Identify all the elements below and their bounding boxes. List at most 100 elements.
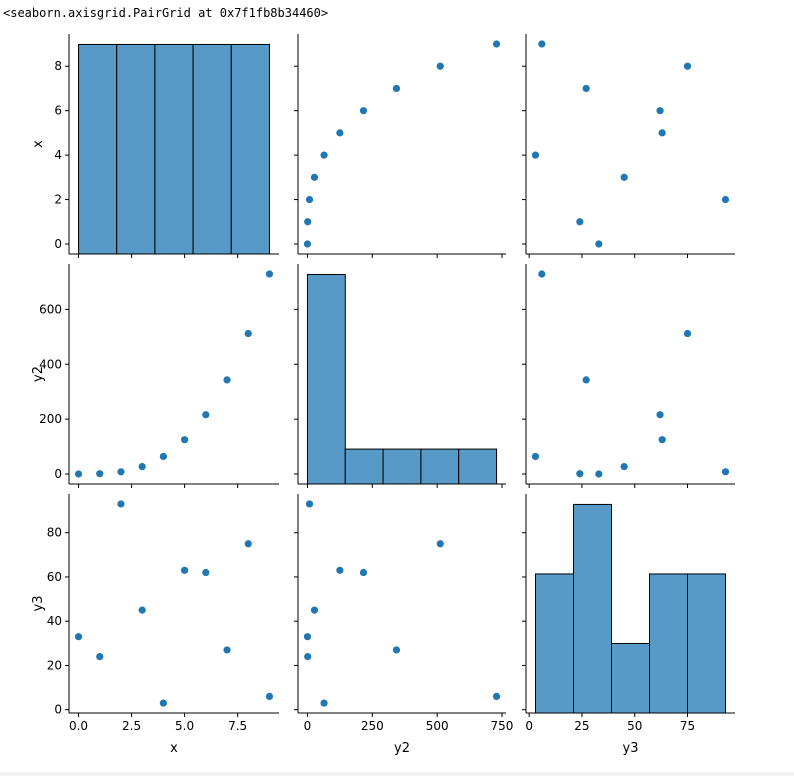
scatter-point-y2-vs-y3-9 bbox=[538, 270, 546, 278]
scatter-point-y3-vs-x-6 bbox=[202, 568, 210, 577]
scatter-point-x-vs-y2-4 bbox=[320, 151, 328, 159]
scatter-point-y2-vs-x-6 bbox=[202, 411, 210, 419]
scatter-point-y2-vs-y3-0 bbox=[595, 470, 603, 478]
scatter-point-y2-vs-x-8 bbox=[244, 329, 252, 338]
hist-bar-y2-3 bbox=[420, 448, 460, 485]
scatter-point-y3-vs-y2-7 bbox=[392, 646, 401, 654]
scatter-point-x-vs-y2-3 bbox=[310, 173, 319, 181]
y-tick-label-y3-3: 60 bbox=[47, 570, 62, 584]
scatter-point-y3-vs-y2-8 bbox=[436, 540, 444, 548]
scatter-point-y3-vs-y2-2 bbox=[305, 500, 314, 508]
y-axis-label-y2: y2 bbox=[31, 366, 46, 382]
scatter-point-x-vs-y3-6 bbox=[656, 107, 664, 115]
scatter-point-y2-vs-x-1 bbox=[96, 470, 104, 478]
scatter-point-y2-vs-y3-4 bbox=[531, 452, 540, 461]
y-tick-label-y2-2: 400 bbox=[39, 357, 62, 371]
scatter-point-x-vs-y3-7 bbox=[582, 84, 590, 93]
scatter-point-y3-vs-x-5 bbox=[181, 566, 189, 574]
x-tick-label-y2-1: 250 bbox=[361, 719, 384, 733]
y-axis-label-y3: y3 bbox=[31, 596, 46, 612]
scatter-point-x-vs-y2-5 bbox=[336, 129, 344, 137]
scatter-point-y3-vs-x-0 bbox=[74, 633, 83, 641]
scatter-point-x-vs-y3-8 bbox=[683, 62, 692, 70]
x-tick-label-y2-2: 500 bbox=[426, 719, 449, 733]
cell-output-text: <seaborn.axisgrid.PairGrid at 0x7f1fb8b3… bbox=[3, 6, 329, 20]
scatter-point-y3-vs-y2-3 bbox=[310, 606, 319, 614]
y-tick-label-x-1: 2 bbox=[54, 193, 62, 207]
scatter-point-y3-vs-y2-0 bbox=[303, 633, 312, 641]
y-tick-label-y3-0: 0 bbox=[54, 703, 62, 717]
scatter-point-y3-vs-x-3 bbox=[138, 606, 146, 614]
scatter-point-x-vs-y2-1 bbox=[304, 218, 312, 226]
hist-bar-y2-0 bbox=[306, 273, 346, 485]
scatter-point-x-vs-y3-3 bbox=[620, 173, 628, 181]
hist-bar-x-1 bbox=[116, 43, 156, 255]
hist-bar-y3-2 bbox=[611, 642, 650, 714]
scatter-point-y2-vs-x-4 bbox=[159, 452, 167, 461]
y-axis-label-x: x bbox=[31, 140, 46, 148]
scatter-point-y2-vs-y3-7 bbox=[582, 376, 590, 384]
scatter-point-y2-vs-x-0 bbox=[74, 470, 83, 478]
y-tick-label-y3-1: 20 bbox=[47, 658, 62, 672]
scatter-point-x-vs-y2-2 bbox=[305, 195, 314, 204]
scatter-point-y3-vs-y2-4 bbox=[320, 699, 328, 707]
hist-bar-y3-3 bbox=[649, 573, 688, 714]
y-tick-label-y2-3: 600 bbox=[39, 302, 62, 316]
x-tick-label-y3-1: 25 bbox=[574, 719, 589, 733]
scatter-point-x-vs-y3-1 bbox=[576, 218, 584, 226]
scatter-point-y2-vs-y3-2 bbox=[721, 468, 730, 476]
x-axis-label-y2: y2 bbox=[394, 741, 410, 756]
x-tick-label-y2-3: 750 bbox=[491, 719, 514, 733]
y-tick-label-x-0: 0 bbox=[54, 237, 62, 251]
x-tick-label-x-1: 2.5 bbox=[122, 719, 141, 733]
hist-bar-y2-1 bbox=[344, 448, 384, 485]
hist-bar-y2-2 bbox=[382, 448, 422, 485]
x-tick-label-x-3: 7.5 bbox=[228, 719, 247, 733]
scatter-point-x-vs-y3-2 bbox=[721, 195, 730, 204]
scatter-point-x-vs-y3-0 bbox=[595, 240, 603, 248]
scatter-point-x-vs-y2-0 bbox=[303, 240, 312, 248]
scatter-point-y3-vs-x-9 bbox=[265, 692, 274, 701]
scatter-point-y3-vs-y2-6 bbox=[359, 568, 368, 577]
scatter-point-x-vs-y3-5 bbox=[658, 129, 666, 137]
scatter-point-y3-vs-y2-1 bbox=[304, 652, 312, 661]
scatter-point-y3-vs-y2-9 bbox=[492, 692, 501, 701]
x-tick-label-y3-0: 0 bbox=[525, 719, 533, 733]
y-tick-label-y3-4: 80 bbox=[47, 526, 62, 540]
scatter-point-y2-vs-y3-1 bbox=[576, 470, 584, 478]
scatter-point-y2-vs-x-7 bbox=[223, 376, 231, 384]
bottom-scroll-edge bbox=[0, 772, 794, 776]
y-tick-label-x-2: 4 bbox=[54, 148, 62, 162]
scatter-point-x-vs-y2-9 bbox=[492, 40, 501, 48]
x-tick-label-y2-0: 0 bbox=[304, 719, 312, 733]
hist-bar-x-4 bbox=[230, 43, 270, 255]
hist-bar-y3-1 bbox=[573, 503, 612, 714]
scatter-point-y3-vs-x-4 bbox=[159, 699, 167, 707]
hist-bar-y3-0 bbox=[535, 573, 574, 714]
scatter-point-y2-vs-y3-5 bbox=[658, 436, 666, 444]
hist-bar-y2-4 bbox=[458, 448, 498, 485]
x-tick-label-x-2: 5.0 bbox=[175, 719, 194, 733]
x-tick-label-y3-2: 50 bbox=[627, 719, 642, 733]
scatter-point-y3-vs-x-8 bbox=[244, 540, 252, 548]
scatter-point-y3-vs-x-1 bbox=[96, 652, 104, 661]
y-tick-label-x-3: 6 bbox=[54, 104, 62, 118]
scatter-point-y2-vs-x-3 bbox=[138, 462, 146, 471]
y-tick-label-x-4: 8 bbox=[54, 59, 62, 73]
x-tick-label-x-0: 0.0 bbox=[69, 719, 88, 733]
scatter-point-y2-vs-x-5 bbox=[181, 436, 189, 444]
scatter-point-y2-vs-x-9 bbox=[265, 270, 274, 278]
x-axis-label-y3: y3 bbox=[623, 741, 639, 756]
scatter-point-y2-vs-y3-8 bbox=[683, 329, 692, 338]
scatter-point-x-vs-y2-8 bbox=[436, 62, 444, 70]
y-tick-label-y3-2: 40 bbox=[47, 614, 62, 628]
scatter-point-x-vs-y3-4 bbox=[531, 151, 540, 159]
x-axis-label-x: x bbox=[170, 741, 178, 756]
y-tick-label-y2-1: 200 bbox=[39, 412, 62, 426]
scatter-point-y2-vs-y3-3 bbox=[620, 462, 628, 471]
scatter-point-y3-vs-x-2 bbox=[117, 500, 125, 508]
scatter-point-y3-vs-y2-5 bbox=[336, 566, 344, 574]
scatter-point-x-vs-y2-6 bbox=[359, 107, 368, 115]
hist-bar-x-0 bbox=[78, 43, 118, 255]
scatter-point-x-vs-y2-7 bbox=[392, 84, 401, 93]
